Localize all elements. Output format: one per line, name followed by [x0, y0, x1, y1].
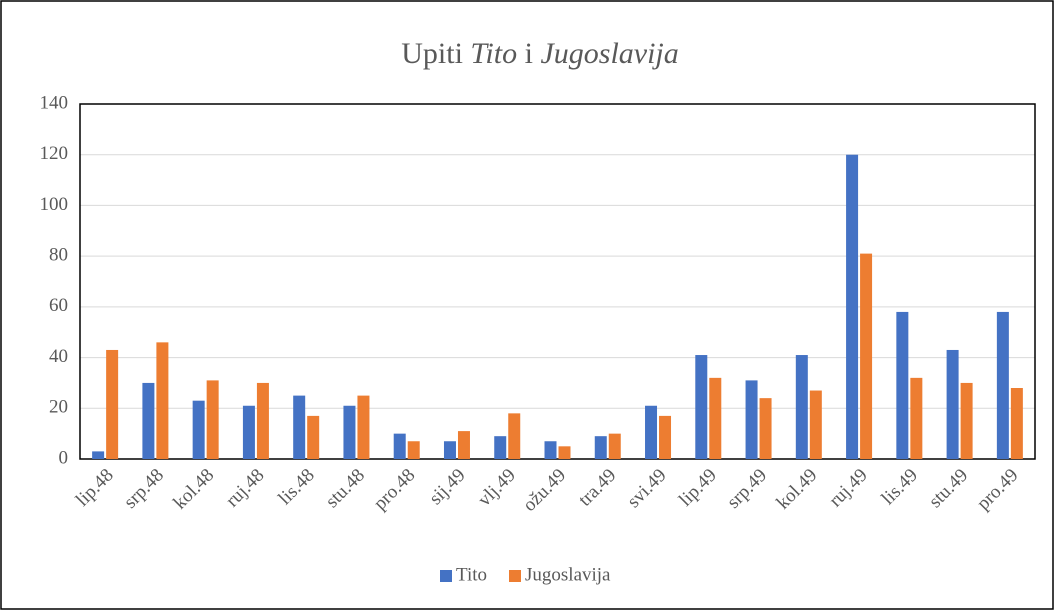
bar [759, 398, 772, 459]
legend-swatch [440, 570, 452, 582]
bar [809, 390, 822, 459]
bar [494, 436, 507, 459]
y-tick-label: 80 [49, 245, 68, 266]
bar [910, 377, 923, 459]
bar [142, 382, 155, 459]
y-tick-label: 140 [40, 92, 69, 113]
title-part: i [525, 37, 533, 70]
y-tick-label: 20 [49, 397, 68, 418]
bar [558, 446, 571, 459]
bar [307, 415, 320, 459]
bar [1010, 388, 1023, 459]
bar [608, 433, 621, 459]
bar [695, 355, 708, 459]
bar [357, 395, 370, 459]
bar [508, 413, 521, 459]
bar [544, 441, 557, 459]
bar [242, 405, 255, 459]
bar [996, 311, 1009, 459]
y-tick-label: 100 [40, 194, 69, 215]
legend-swatch [509, 570, 521, 582]
bar [156, 342, 169, 459]
y-tick-label: 120 [40, 143, 69, 164]
bar [92, 451, 105, 459]
y-tick-label: 40 [49, 346, 68, 367]
bar [960, 382, 973, 459]
y-tick-label: 60 [49, 295, 68, 316]
bar [896, 311, 909, 459]
y-tick-label: 0 [59, 447, 69, 468]
title-part: Jugoslavija [540, 37, 678, 70]
legend-label: Tito [456, 564, 487, 585]
bar [343, 405, 356, 459]
bar [407, 441, 420, 459]
bar [860, 253, 873, 459]
bar [256, 382, 269, 459]
chart-title: Upiti Tito i Jugoslavija [401, 37, 679, 70]
plot-frame [79, 103, 1036, 460]
legend-label: Jugoslavija [525, 564, 611, 585]
bar [846, 154, 859, 459]
bar [457, 431, 470, 459]
bar [206, 380, 219, 459]
title-part: Upiti [401, 37, 463, 70]
bar [594, 436, 607, 459]
title-part: Tito [470, 37, 517, 70]
bar [709, 377, 722, 459]
bar [645, 405, 658, 459]
bar [443, 441, 456, 459]
bar [795, 355, 808, 459]
bar [393, 433, 406, 459]
bar [745, 380, 758, 459]
bar [293, 395, 306, 459]
bar [192, 400, 205, 459]
bar [106, 349, 119, 459]
bar [659, 415, 672, 459]
bar [946, 349, 959, 459]
